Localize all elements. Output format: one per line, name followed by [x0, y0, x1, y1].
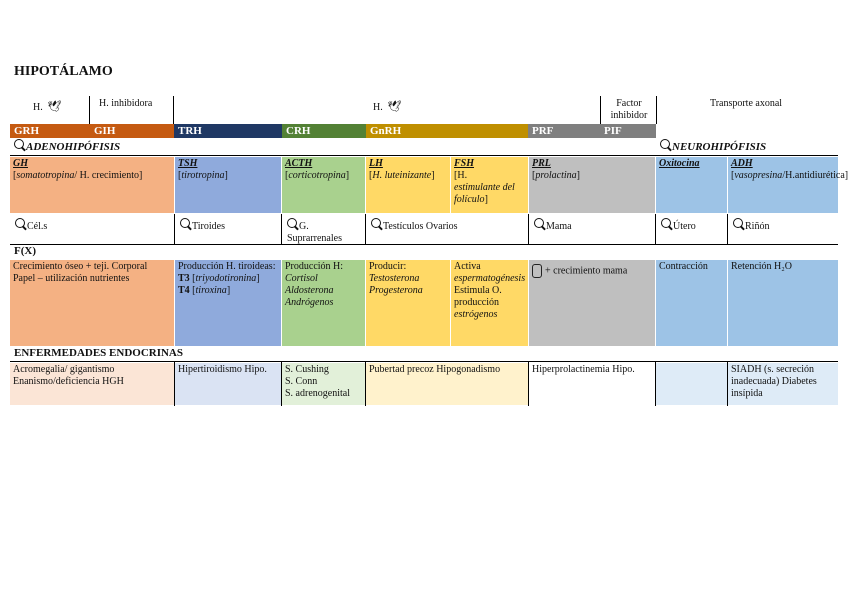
bottle-icon — [532, 264, 542, 278]
disease-gh: Acromegalia/ gigantismo Enanismo/deficie… — [10, 363, 174, 405]
lh-desc: [H. luteinizante] — [369, 170, 435, 181]
disease-oxitocina — [656, 363, 727, 405]
fx-prl: + crecimiento mama — [529, 260, 655, 346]
transporte-axonal-label: Transporte axonal — [709, 98, 783, 109]
fsh-desc: [H. estimulante del folículo] — [454, 170, 515, 205]
fx-adh: Retención H₂O — [728, 260, 838, 346]
fx-tsh: Producción H. tiroideas: T3 [triyodotiro… — [175, 260, 281, 346]
tsh-name: TSH — [178, 158, 198, 169]
adh-name: ADH — [731, 158, 753, 169]
search-icon — [534, 218, 544, 228]
acth-desc: [corticotropina] — [285, 170, 350, 181]
neurohipofisis-header: NEUROHIPÓFISIS — [660, 139, 766, 153]
hormone-grh: GRH — [10, 124, 90, 138]
adenohipofisis-header: ADENOHIPÓFISIS — [14, 139, 120, 153]
adh-cell: ADH [vasopresina/H.antidiurética] — [728, 157, 848, 213]
oxitocina-name: Oxitocina — [659, 158, 700, 169]
search-icon — [661, 218, 671, 228]
prl-cell: PRL [prolactina] — [529, 157, 655, 213]
target-mama: Mama — [531, 218, 575, 234]
fx-gh: Crecimiento óseo + teji. Corporal Papel … — [10, 260, 174, 346]
fx-lh: Producir: Testosterona Progesterona — [366, 260, 450, 346]
hormone-crh: CRH — [282, 124, 366, 138]
hormone-gnrh: GnRH — [366, 124, 528, 138]
acth-name: ACTH — [285, 158, 313, 169]
fsh-name: FSH — [454, 158, 475, 169]
page-title: HIPOTÁLAMO — [14, 64, 113, 79]
target-testiculos-ovarios: Testículos Ovarios — [368, 218, 461, 234]
disease-prl: Hiperprolactinemia Hipo. — [529, 363, 655, 405]
gh-desc: [somatotropina/ H. crecimiento] — [13, 170, 143, 181]
disease-acth: S. Cushing S. Conn S. adrenogenital — [282, 363, 365, 405]
gh-cell: GH [somatotropina/ H. crecimiento] — [10, 157, 174, 213]
fx-header: F(X) — [14, 245, 36, 257]
target-suprarrenales: G. Suprarrenales — [284, 218, 364, 246]
oxitocina-cell: Oxitocina — [656, 157, 727, 213]
fx-fsh: Activa espermatogénesis Estimula O. prod… — [451, 260, 528, 346]
search-icon — [287, 218, 297, 228]
search-icon — [180, 218, 190, 228]
search-icon — [660, 139, 670, 149]
search-icon — [14, 139, 24, 149]
h-mid-label: H. 🕊 — [373, 101, 402, 113]
hormone-pif: PIF — [600, 124, 656, 138]
dove-icon: 🕊 — [47, 101, 62, 113]
disease-tsh: Hipertiroidismo Hipo. — [175, 363, 281, 405]
gh-name: GH — [13, 158, 28, 169]
adh-desc: [vasopresina/H.antidiurética] — [731, 170, 848, 181]
hormone-prf: PRF — [528, 124, 600, 138]
fx-oxitocina: Contracción — [656, 260, 727, 346]
prl-name: PRL — [532, 158, 551, 169]
target-utero: Útero — [658, 218, 699, 234]
search-icon — [371, 218, 381, 228]
tsh-desc: [tirotropina] — [178, 170, 228, 181]
dove-icon: 🕊 — [387, 101, 402, 113]
target-rinon: Riñón — [730, 218, 772, 234]
search-icon — [733, 218, 743, 228]
prl-desc: [prolactina] — [532, 170, 580, 181]
disease-lh-fsh: Pubertad precoz Hipogonadismo — [366, 363, 528, 405]
tsh-cell: TSH [tirotropina] — [175, 157, 281, 213]
target-tiroides: Tiroides — [177, 218, 228, 234]
fx-acth: Producción H: Cortisol Aldosterona Andró… — [282, 260, 365, 346]
h-inhibidora-label: H. inhibidora — [99, 98, 153, 109]
fsh-cell: FSH [H. estimulante del folículo] — [451, 157, 528, 213]
lh-cell: LH [H. luteinizante] — [366, 157, 450, 213]
search-icon — [15, 218, 25, 228]
disease-adh: SIADH (s. secreción inadecuada) Diabetes… — [728, 363, 838, 405]
enfermedades-header: ENFERMEDADES ENDOCRINAS — [14, 347, 183, 359]
target-cels: Cél.s — [12, 218, 50, 234]
factor-inhibidor-label: Factor inhibidor — [610, 98, 648, 121]
hormone-gih: GIH — [90, 124, 174, 138]
hormone-trh: TRH — [174, 124, 282, 138]
acth-cell: ACTH [corticotropina] — [282, 157, 365, 213]
lh-name: LH — [369, 158, 383, 169]
h-left-label: H. 🕊 — [33, 101, 62, 113]
